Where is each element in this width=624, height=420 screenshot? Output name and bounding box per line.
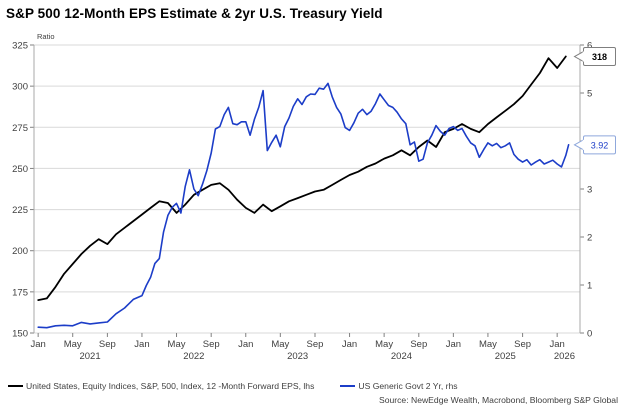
svg-text:325: 325 — [12, 41, 28, 52]
svg-text:Sep: Sep — [410, 339, 427, 350]
svg-text:Jan: Jan — [342, 339, 357, 350]
eps-end-callout: 318 — [573, 47, 616, 67]
svg-text:2021: 2021 — [79, 351, 100, 362]
svg-text:200: 200 — [12, 246, 28, 257]
svg-text:2022: 2022 — [183, 351, 204, 362]
chart-title: S&P 500 12-Month EPS Estimate & 2yr U.S.… — [6, 6, 383, 21]
svg-text:2: 2 — [587, 233, 592, 244]
svg-text:Jan: Jan — [134, 339, 149, 350]
svg-text:2025: 2025 — [495, 351, 516, 362]
eps-line-swatch — [8, 385, 23, 387]
legend-item-yield: US Generic Govt 2 Yr, rhs — [340, 381, 458, 391]
chart-legend: United States, Equity Indices, S&P, 500,… — [8, 381, 458, 391]
svg-text:2023: 2023 — [287, 351, 308, 362]
svg-text:Jan: Jan — [30, 339, 45, 350]
svg-text:May: May — [271, 339, 289, 350]
svg-text:May: May — [168, 339, 186, 350]
svg-text:2026: 2026 — [554, 351, 575, 362]
svg-text:Sep: Sep — [514, 339, 531, 350]
svg-text:250: 250 — [12, 164, 28, 175]
svg-text:275: 275 — [12, 123, 28, 134]
svg-text:5: 5 — [587, 89, 592, 100]
yield-end-callout: 3.92 — [573, 135, 616, 155]
svg-text:May: May — [64, 339, 82, 350]
svg-text:Sep: Sep — [99, 339, 116, 350]
svg-text:Jan: Jan — [238, 339, 253, 350]
yield-line — [37, 82, 570, 329]
eps-line — [37, 55, 567, 301]
svg-text:3: 3 — [587, 185, 592, 196]
svg-text:300: 300 — [12, 82, 28, 93]
gridlines: 1501752002252502753003250123456 — [12, 41, 592, 340]
svg-text:175: 175 — [12, 287, 28, 298]
svg-text:Jan: Jan — [549, 339, 564, 350]
svg-text:Sep: Sep — [203, 339, 220, 350]
svg-text:225: 225 — [12, 205, 28, 216]
svg-text:May: May — [375, 339, 393, 350]
svg-text:0: 0 — [587, 329, 592, 340]
svg-text:318: 318 — [592, 52, 607, 62]
legend-label-eps: United States, Equity Indices, S&P, 500,… — [26, 381, 315, 391]
svg-text:May: May — [479, 339, 497, 350]
x-axis: Jan May Sep Jan May Sep Jan May Sep Jan May Sep Jan M… — [30, 333, 575, 362]
svg-text:6: 6 — [587, 41, 592, 52]
svg-text:Jan: Jan — [446, 339, 461, 350]
legend-label-yield: US Generic Govt 2 Yr, rhs — [358, 381, 458, 391]
svg-text:150: 150 — [12, 329, 28, 340]
svg-text:3.92: 3.92 — [591, 140, 609, 150]
svg-text:Ratio: Ratio — [37, 32, 55, 41]
svg-text:2024: 2024 — [391, 351, 412, 362]
svg-text:Sep: Sep — [307, 339, 324, 350]
source-note: Source: NewEdge Wealth, Macrobond, Bloom… — [378, 395, 618, 405]
yield-line-swatch — [340, 385, 356, 387]
legend-item-eps: United States, Equity Indices, S&P, 500,… — [8, 381, 314, 391]
svg-text:1: 1 — [587, 281, 592, 292]
